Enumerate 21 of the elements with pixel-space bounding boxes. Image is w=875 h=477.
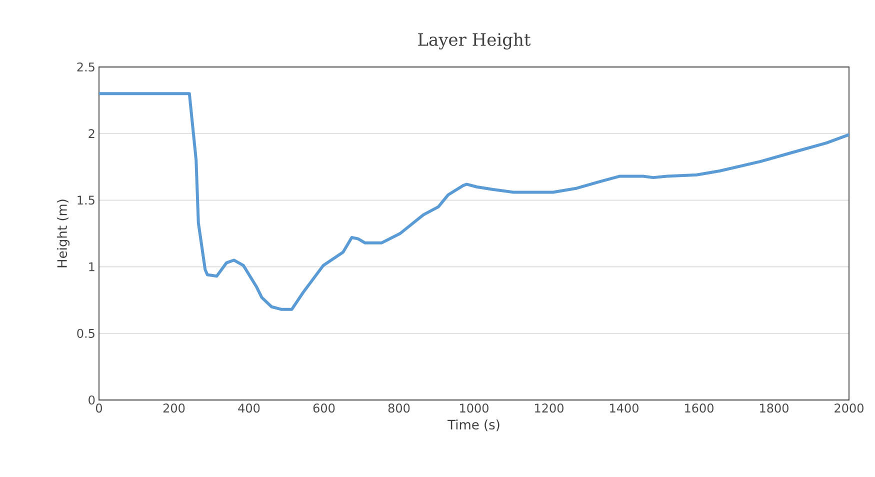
y-tick-label: 0.5 — [77, 328, 94, 338]
x-tick-label: 1800 — [760, 404, 788, 413]
x-tick-label: 1400 — [610, 404, 638, 413]
x-tick-label: 800 — [388, 404, 410, 413]
y-tick-label: 1 — [89, 262, 94, 272]
chart-title: Layer Height — [418, 32, 531, 50]
y-tick-label: 2.5 — [77, 62, 94, 72]
x-axis-title: Time (s) — [448, 419, 500, 432]
x-tick-label: 2000 — [834, 404, 864, 413]
x-tick-label: 1600 — [685, 404, 714, 413]
x-tick-label: 1200 — [535, 404, 564, 413]
x-tick-label: 400 — [238, 404, 260, 413]
line-series — [99, 92, 850, 311]
x-tick-label: 1000 — [460, 404, 488, 413]
x-tick-label: 200 — [163, 404, 185, 413]
x-tick-label: 600 — [313, 404, 335, 413]
y-axis-title: Height (m) — [56, 200, 70, 268]
y-tick-label: 0 — [88, 395, 95, 405]
x-tick-label: 0 — [96, 404, 102, 413]
y-tick-label: 1.5 — [78, 196, 94, 205]
y-tick-label: 2 — [88, 129, 94, 138]
